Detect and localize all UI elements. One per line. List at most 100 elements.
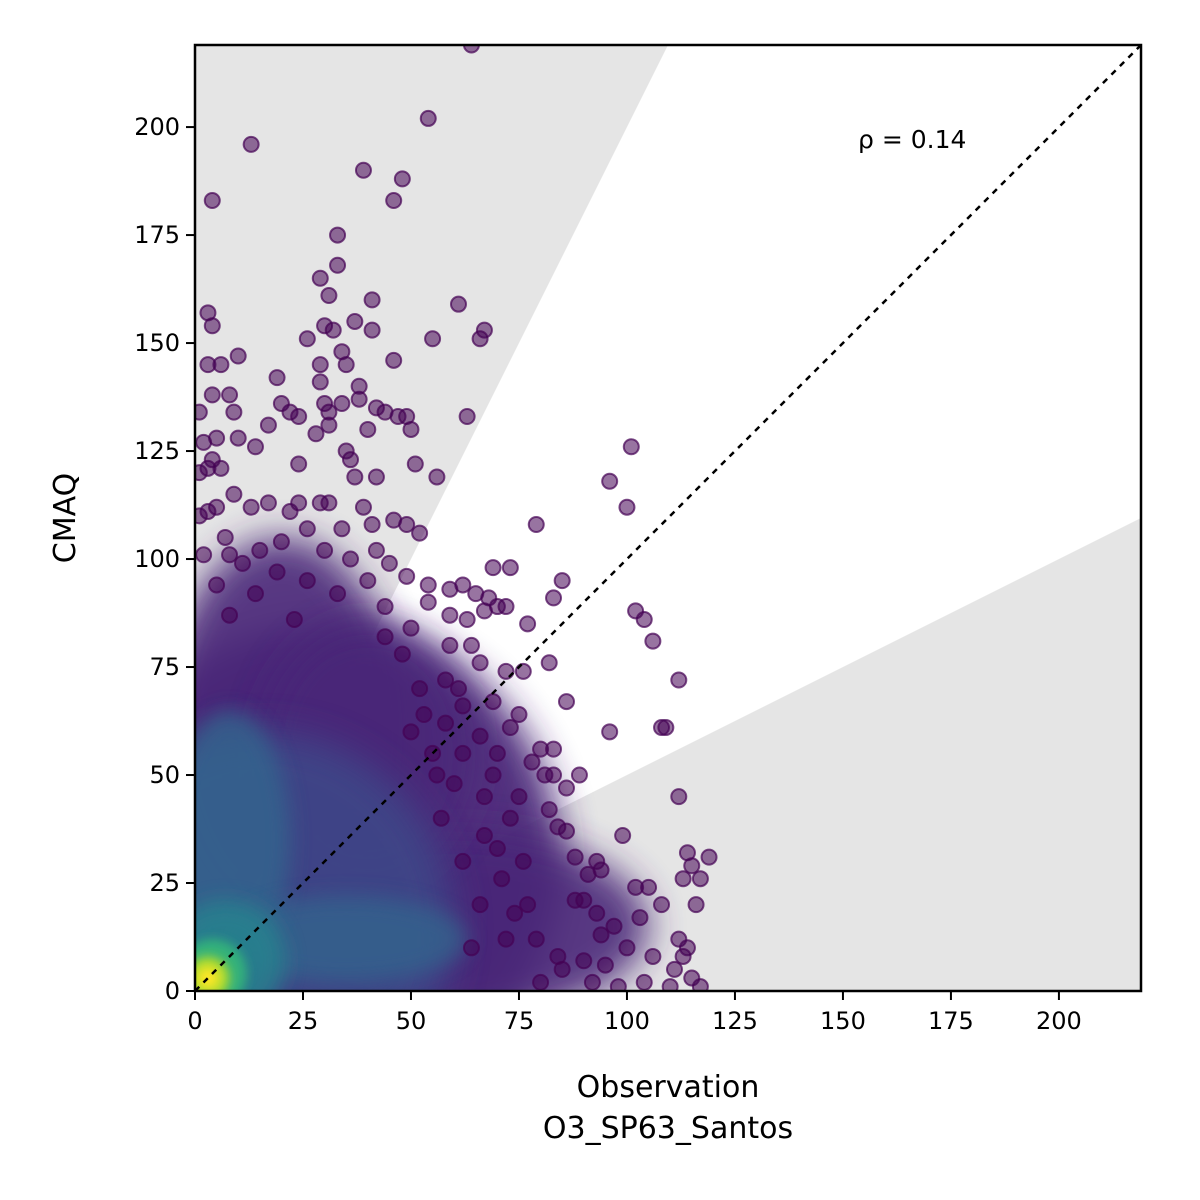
plot-frame: [193, 43, 1143, 993]
data-point: [665, 960, 683, 978]
x-tick-label: 25: [288, 1007, 319, 1035]
data-point: [380, 554, 398, 572]
data-point: [221, 546, 239, 564]
data-point: [432, 809, 450, 827]
data-point: [393, 645, 411, 663]
data-point: [411, 680, 429, 698]
data-point: [212, 459, 230, 477]
data-point: [687, 896, 705, 914]
data-point: [354, 498, 372, 516]
data-point: [234, 554, 252, 572]
data-point: [557, 693, 575, 711]
data-point: [290, 455, 308, 473]
data-point: [195, 546, 213, 564]
data-point: [415, 706, 433, 724]
data-point: [346, 312, 364, 330]
y-axis-ticks: 0 25 50 75 100 125 150 175 200: [134, 113, 195, 1005]
data-point: [506, 904, 524, 922]
data-point: [354, 161, 372, 179]
data-point: [540, 801, 558, 819]
data-point: [376, 628, 394, 646]
data-point: [501, 719, 519, 737]
data-point: [329, 226, 347, 244]
data-point: [449, 295, 467, 313]
density-blob: [225, 895, 468, 983]
data-point: [363, 321, 381, 339]
data-point: [333, 520, 351, 538]
data-point: [523, 753, 541, 771]
data-point: [570, 766, 588, 784]
data-point: [497, 930, 515, 948]
data-point: [320, 494, 338, 512]
data-point: [402, 420, 420, 438]
data-point: [618, 939, 636, 957]
y-tick-label: 75: [149, 653, 180, 681]
data-point: [316, 541, 334, 559]
data-point: [298, 572, 316, 590]
data-point: [359, 420, 377, 438]
data-point: [471, 896, 489, 914]
data-point: [519, 615, 537, 633]
data-point: [311, 356, 329, 374]
data-point: [437, 714, 455, 732]
data-point: [484, 693, 502, 711]
data-point: [251, 541, 269, 559]
data-point: [471, 727, 489, 745]
data-point: [454, 744, 472, 762]
data-point: [683, 857, 701, 875]
data-point: [385, 192, 403, 210]
y-tick-label: 25: [149, 869, 180, 897]
data-point: [618, 498, 636, 516]
data-point: [246, 585, 264, 603]
y-tick-label: 150: [134, 329, 180, 357]
data-point: [385, 351, 403, 369]
data-point: [532, 973, 550, 991]
data-point: [657, 719, 675, 737]
data-point: [653, 896, 671, 914]
data-point: [545, 740, 563, 758]
data-point: [367, 468, 385, 486]
data-point: [212, 356, 230, 374]
data-point: [462, 45, 480, 54]
data-point: [575, 952, 593, 970]
scatter-points: [195, 45, 718, 991]
data-point: [462, 939, 480, 957]
x-tick-label: 150: [820, 1007, 866, 1035]
data-point: [575, 891, 593, 909]
data-point: [553, 572, 571, 590]
data-point: [549, 947, 567, 965]
data-point: [484, 559, 502, 577]
data-point: [484, 766, 502, 784]
data-point: [441, 580, 459, 598]
data-point: [493, 870, 511, 888]
x-axis-ticks: 0 25 50 75 100 125 150 175 200: [187, 991, 1082, 1035]
data-point: [635, 973, 653, 991]
data-point: [428, 766, 446, 784]
data-point: [320, 416, 338, 434]
x-axis-sublabel: O3_SP63_Santos: [543, 1111, 793, 1146]
data-point: [208, 576, 226, 594]
y-tick-label: 175: [134, 221, 180, 249]
data-point: [311, 269, 329, 287]
data-point: [601, 723, 619, 741]
data-point: [221, 386, 239, 404]
data-point: [259, 416, 277, 434]
data-point: [691, 978, 709, 991]
data-point: [454, 697, 472, 715]
data-point: [298, 330, 316, 348]
data-point: [428, 468, 446, 486]
data-point: [285, 611, 303, 629]
y-tick-label: 200: [134, 113, 180, 141]
data-point: [203, 317, 221, 335]
data-point: [225, 403, 243, 421]
data-point: [670, 671, 688, 689]
y-tick-label: 50: [149, 761, 180, 789]
y-tick-label: 100: [134, 545, 180, 573]
data-point: [195, 433, 213, 451]
data-point: [588, 904, 606, 922]
y-tick-label: 125: [134, 437, 180, 465]
data-point: [540, 654, 558, 672]
data-point: [367, 541, 385, 559]
data-point: [350, 390, 368, 408]
y-axis-label: CMAQ: [48, 473, 83, 563]
